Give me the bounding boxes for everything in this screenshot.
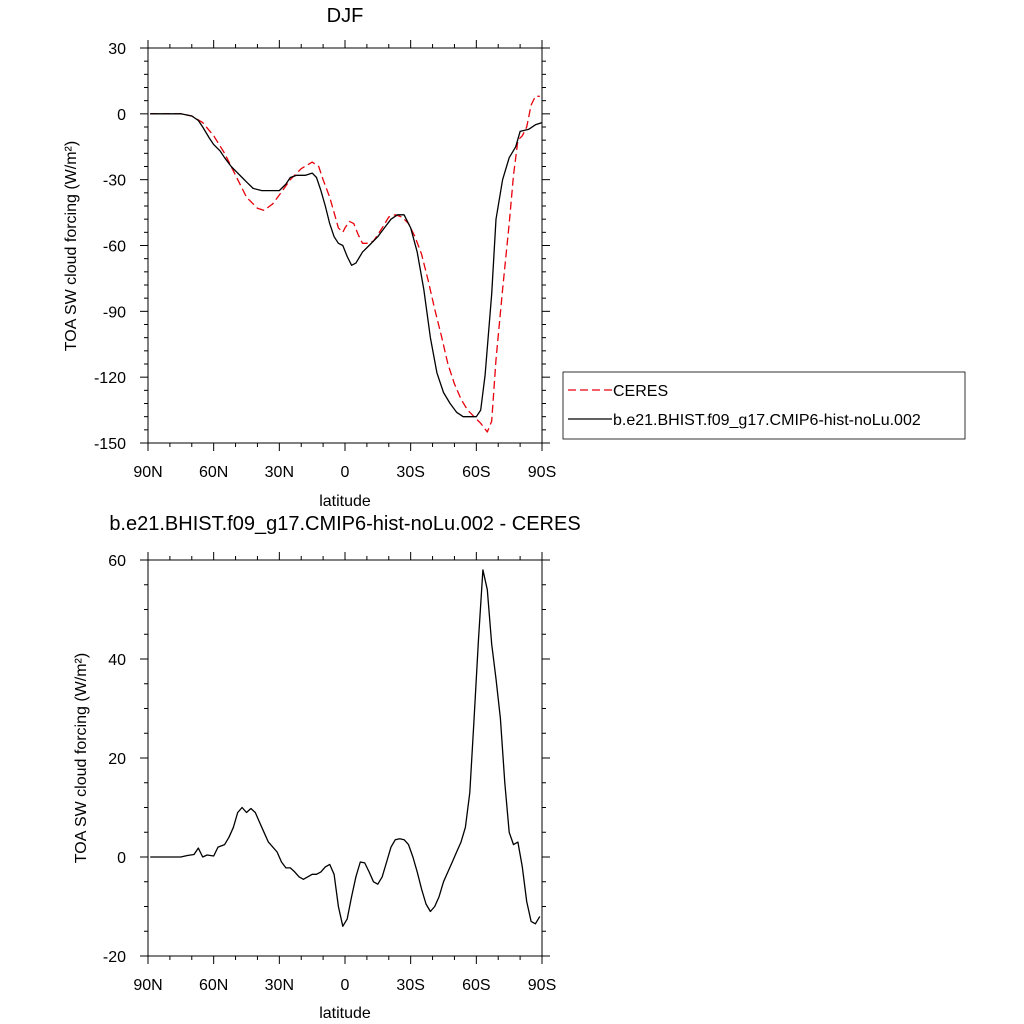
top-chart-title: DJF [327,5,364,27]
top-chart-x-tick-labels: 90N 60N 30N 0 30S 60S 90S [133,464,556,481]
series-line-difference [150,569,541,927]
top-chart-y-tick-labels: 30 0 -30 -60 -90 -120 -150 [94,41,126,453]
y-tick-label: 40 [108,652,126,669]
legend-label-ceres: CERES [613,383,668,400]
x-tick-label: 90S [528,464,556,481]
x-tick-label: 30S [396,464,424,481]
top-chart-x-ticks [147,40,543,451]
legend-label-model: b.e21.BHIST.f09_g17.CMIP6-hist-noLu.002 [613,412,921,429]
x-tick-label: 30S [396,977,424,994]
bottom-chart-y-ticks [140,559,550,957]
legend-box [562,371,966,440]
x-tick-label: 60N [199,977,228,994]
top-chart-x-axis-title: latitude [319,493,371,510]
bottom-chart-x-tick-labels: 90N 60N 30N 0 30S 60S 90S [133,977,556,994]
series-line-b-e21-bhist-f09-g17-cmip6-hist-nolu-002 [150,113,543,418]
y-tick-label: -120 [94,370,126,387]
y-tick-label: 60 [108,553,126,570]
y-tick-label: -20 [103,949,126,966]
top-chart-panel: DJF 30 0 -30 -60 -90 -120 -150 90N 60N 30N 0 30S 60… [63,5,966,510]
x-tick-label: 30N [265,464,294,481]
x-tick-label: 60S [462,464,490,481]
x-tick-label: 30N [265,977,294,994]
y-tick-label: 0 [117,850,126,867]
y-tick-label: -150 [94,436,126,453]
y-tick-label: -90 [103,304,126,321]
x-tick-label: 90N [133,977,162,994]
x-tick-label: 90N [133,464,162,481]
top-chart-series [150,95,543,433]
bottom-chart-title: b.e21.BHIST.f09_g17.CMIP6-hist-noLu.002 … [109,513,580,535]
bottom-chart-y-tick-labels: 60 40 20 0 -20 [103,553,126,966]
bottom-chart-plot-frame [147,559,543,957]
y-tick-label: -60 [103,239,126,256]
top-chart-plot-frame [147,47,543,444]
y-tick-label: 20 [108,751,126,768]
x-tick-label: 0 [341,464,350,481]
x-tick-label: 90S [528,977,556,994]
series-line-ceres [150,95,540,433]
y-tick-label: 0 [117,107,126,124]
y-tick-label: -30 [103,173,126,190]
bottom-chart-x-ticks [147,552,543,964]
top-chart-y-axis-title: TOA SW cloud forcing (W/m²) [63,141,80,351]
x-tick-label: 60N [199,464,228,481]
bottom-chart-panel: b.e21.BHIST.f09_g17.CMIP6-hist-noLu.002 … [73,513,581,1022]
x-tick-label: 0 [341,977,350,994]
y-tick-label: 30 [108,41,126,58]
bottom-chart-y-axis-title: TOA SW cloud forcing (W/m²) [73,653,90,863]
bottom-chart-x-axis-title: latitude [319,1005,371,1022]
x-tick-label: 60S [462,977,490,994]
top-chart-legend: CERES b.e21.BHIST.f09_g17.CMIP6-hist-noL… [562,371,966,440]
bottom-chart-series [150,569,541,927]
top-chart-y-ticks [140,47,550,444]
